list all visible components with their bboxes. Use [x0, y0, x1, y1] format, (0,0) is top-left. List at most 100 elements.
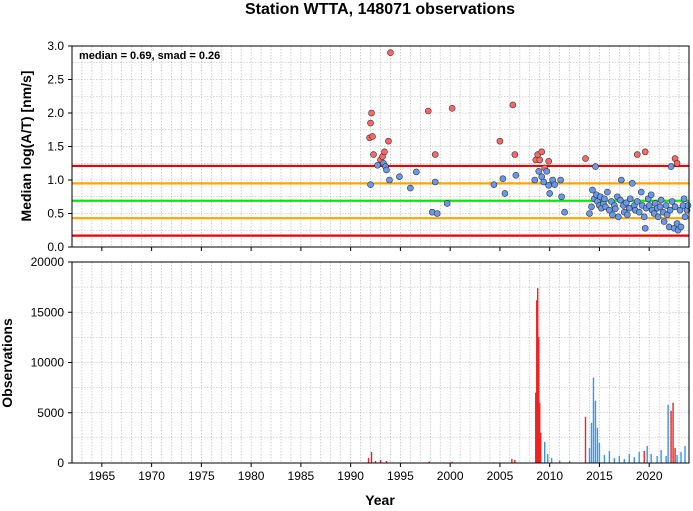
- scatter-point: [647, 191, 655, 199]
- scatter-point: [681, 213, 689, 221]
- top-panel: 0.0 0.5 1.0 1.5 2.0 2.5 3.0 median = 0.69, sma…: [18, 39, 692, 254]
- scatter-point: [424, 107, 432, 115]
- scatter-point: [448, 105, 456, 112]
- x-tick-label: 1990: [337, 469, 364, 483]
- histogram-bar: [660, 449, 662, 463]
- top-y-axis-label: Median log(A/T) [nm/s]: [18, 71, 34, 222]
- histogram-bar: [680, 451, 682, 463]
- bottom-y-tick-labels: 0 5000 10000 15000 20000: [31, 255, 72, 470]
- chart-title: Station WTTA, 148071 observations: [245, 1, 515, 18]
- scatter-point: [557, 176, 564, 184]
- histogram-bar: [643, 450, 645, 463]
- scatter-point: [385, 137, 392, 145]
- histogram-bar: [613, 457, 616, 463]
- histogram-bar: [674, 447, 676, 463]
- scatter-point: [641, 148, 649, 156]
- scatter-points: [366, 49, 692, 234]
- histogram-bar: [535, 392, 537, 463]
- histogram-bar: [539, 402, 541, 463]
- histogram-bar: [544, 441, 546, 463]
- scatter-point: [654, 213, 662, 221]
- scatter-point: [604, 188, 611, 196]
- histogram-bar: [514, 459, 516, 463]
- scatter-point: [677, 223, 685, 231]
- x-tick-label: 1970: [138, 469, 165, 483]
- scatter-point: [668, 198, 676, 205]
- scatter-point: [617, 196, 624, 204]
- histogram-bar: [656, 455, 658, 463]
- scatter-point: [545, 157, 552, 165]
- scatter-point: [540, 178, 548, 186]
- histogram-bar: [584, 416, 587, 463]
- scatter-point: [499, 175, 507, 182]
- scatter-point: [676, 206, 684, 214]
- histogram-bar: [370, 451, 373, 463]
- scatter-point: [370, 151, 377, 158]
- scatter-point: [531, 176, 539, 184]
- histogram-bar: [536, 300, 538, 463]
- scatter-point: [660, 218, 668, 225]
- scatter-point: [618, 176, 625, 184]
- histogram-bar: [385, 460, 388, 463]
- x-tick-label: 1965: [89, 469, 116, 483]
- histogram-bar: [546, 453, 549, 463]
- top-x-ticks: [101, 247, 650, 251]
- histogram-bar: [379, 459, 382, 463]
- x-tick-label: 1985: [288, 469, 315, 483]
- x-tick-label: 1975: [188, 469, 215, 483]
- histogram-bar: [650, 453, 652, 463]
- scatter-point: [673, 159, 681, 167]
- bottom-y-axis-label: Observations: [0, 318, 15, 408]
- scatter-point: [662, 202, 670, 209]
- y-tick-label: 20000: [31, 255, 65, 269]
- histogram-bar: [670, 410, 672, 463]
- histogram-bar: [540, 432, 542, 463]
- scatter-point: [407, 184, 414, 192]
- x-tick-label: 2015: [586, 469, 613, 483]
- x-tick-label: 2010: [536, 469, 563, 483]
- scatter-point: [501, 190, 509, 197]
- scatter-point: [367, 119, 374, 127]
- scatter-point: [535, 167, 543, 175]
- scatter-point: [369, 133, 376, 140]
- scatter-point: [586, 210, 593, 217]
- scatter-point: [628, 180, 636, 187]
- scatter-point: [546, 190, 553, 197]
- histogram-bar: [568, 460, 571, 463]
- histogram-bar: [367, 457, 370, 463]
- scatter-point: [496, 137, 504, 145]
- x-tick-label: 2020: [636, 469, 663, 483]
- scatter-point: [431, 151, 439, 158]
- scatter-point: [666, 206, 674, 214]
- y-tick-label: 0.0: [47, 240, 64, 254]
- scatter-point: [633, 198, 641, 205]
- scatter-point: [656, 203, 664, 211]
- scatter-point: [381, 148, 388, 156]
- scatter-point: [413, 168, 420, 176]
- scatter-point: [637, 188, 645, 196]
- histogram-bar: [603, 454, 606, 463]
- x-tick-label: 2000: [437, 469, 464, 483]
- y-tick-label: 15000: [31, 305, 65, 319]
- histogram-bar: [618, 455, 621, 463]
- top-y-tick-labels: 0.0 0.5 1.0 1.5 2.0 2.5 3.0: [47, 39, 72, 254]
- scatter-point: [509, 101, 517, 109]
- stats-annotation: median = 0.69, smad = 0.26: [79, 50, 220, 62]
- scatter-point: [551, 181, 558, 188]
- scatter-point: [367, 181, 374, 188]
- scatter-point: [490, 181, 498, 188]
- histogram-bar: [558, 460, 561, 463]
- scatter-point: [589, 186, 596, 194]
- scatter-point: [601, 195, 608, 203]
- histogram-bar: [598, 442, 601, 463]
- bottom-x-tick-labels: 1965 1970 1975 1980 1985 1990 1995 2000 2005 2010…: [89, 463, 663, 483]
- histogram-bar: [590, 422, 593, 463]
- histogram-bar: [550, 457, 553, 463]
- y-tick-label: 2.0: [47, 106, 64, 120]
- scatter-point: [615, 213, 622, 221]
- scatter-point: [374, 161, 381, 169]
- scatter-point: [431, 178, 439, 186]
- x-tick-label: 2005: [487, 469, 514, 483]
